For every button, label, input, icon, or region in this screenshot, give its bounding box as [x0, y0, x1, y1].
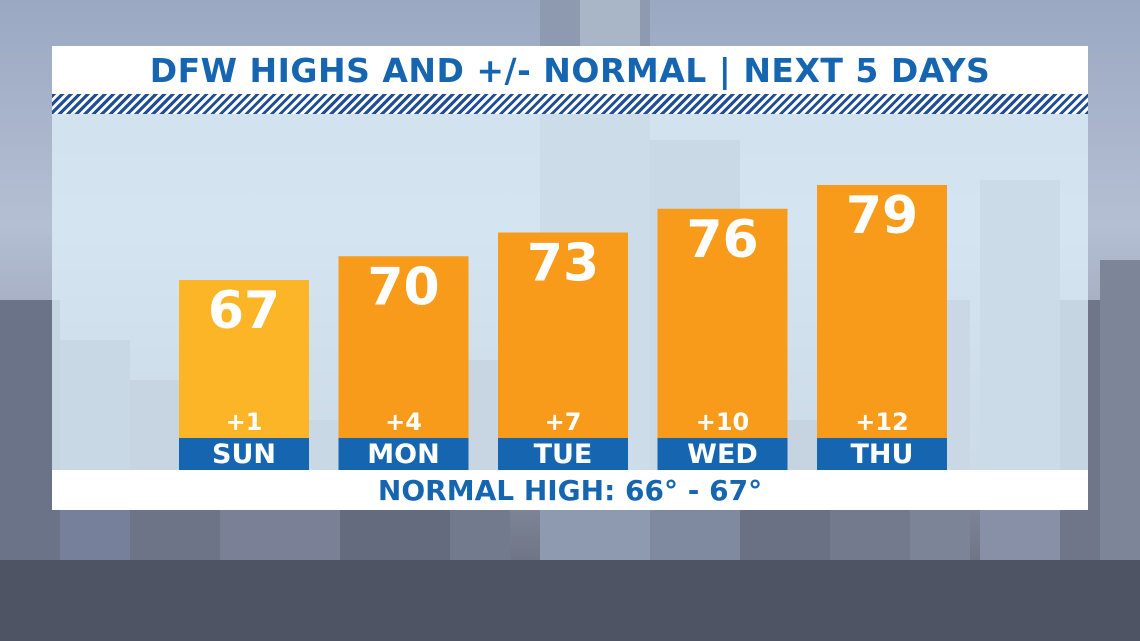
bar-tue: [498, 232, 628, 470]
day-band-tue: [498, 438, 628, 470]
day-label: WED: [687, 439, 758, 470]
day-band-thu: [817, 438, 947, 470]
value-label: 76: [686, 210, 758, 270]
anomaly-label: +4: [385, 408, 422, 436]
value-label: 67: [208, 281, 280, 341]
day-label: THU: [851, 439, 914, 470]
day-label: MON: [367, 439, 439, 470]
striped-divider: [52, 94, 1088, 114]
day-band-wed: [657, 438, 788, 470]
anomaly-label: +12: [855, 408, 909, 436]
anomaly-label: +10: [696, 408, 750, 436]
value-label: 70: [367, 257, 439, 317]
value-label: 73: [527, 234, 599, 294]
normal-high-label: NORMAL HIGH: 66° - 67°: [377, 473, 763, 507]
bar-thu: [817, 185, 947, 470]
day-band-sun: [179, 438, 309, 470]
day-label: TUE: [534, 439, 593, 470]
bar-mon: [338, 256, 469, 470]
day-band-mon: [338, 438, 469, 470]
anomaly-label: +1: [226, 408, 263, 436]
day-label: SUN: [212, 439, 276, 470]
chart-title: DFW HIGHS AND +/- NORMAL | NEXT 5 DAYS: [149, 50, 991, 90]
normal-high-bar: NORMAL HIGH: 66° - 67°: [52, 470, 1088, 510]
bar-wed: [657, 208, 788, 470]
anomaly-label: +7: [545, 408, 582, 436]
value-label: 79: [846, 186, 918, 246]
title-bar: DFW HIGHS AND +/- NORMAL | NEXT 5 DAYS: [52, 46, 1088, 94]
